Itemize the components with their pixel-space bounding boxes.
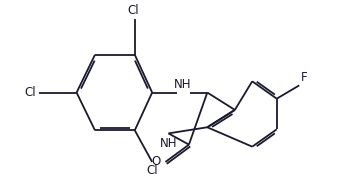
Text: Cl: Cl xyxy=(146,164,158,177)
Text: NH: NH xyxy=(160,137,177,150)
Text: F: F xyxy=(301,71,308,84)
Text: Cl: Cl xyxy=(24,86,35,99)
Text: O: O xyxy=(151,155,161,169)
Text: NH: NH xyxy=(174,78,192,91)
Text: Cl: Cl xyxy=(128,4,139,17)
